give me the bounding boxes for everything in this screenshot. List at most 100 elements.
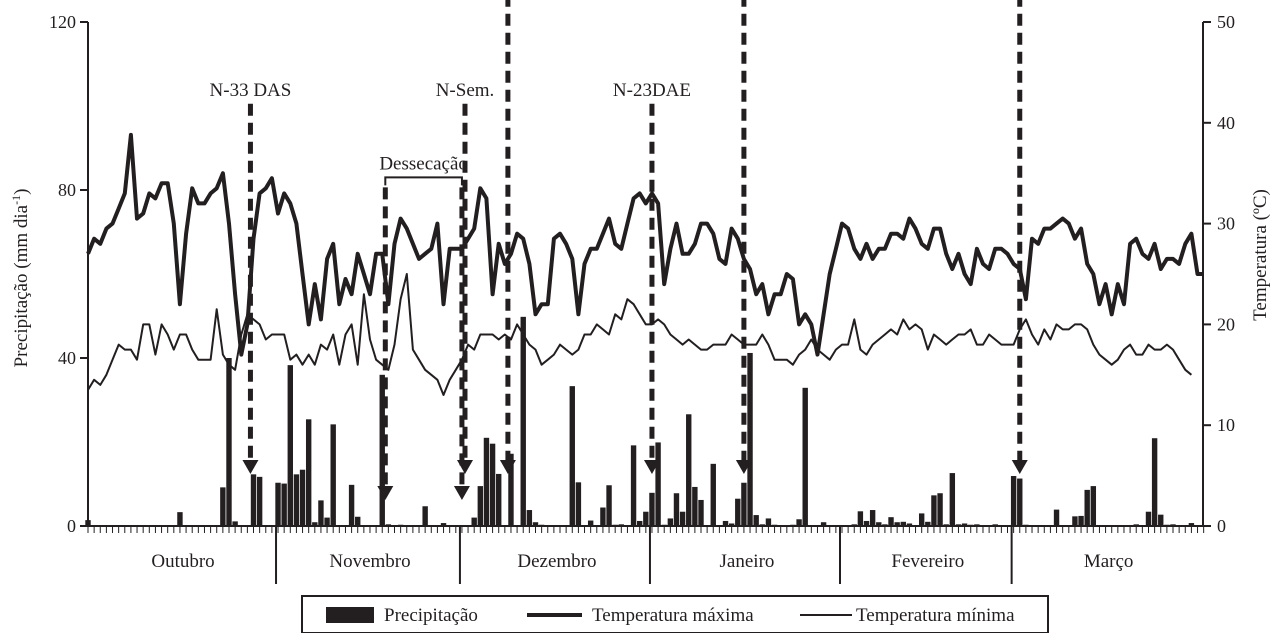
annotation-arrowhead [242, 460, 259, 474]
month-label: Janeiro [720, 551, 775, 572]
precipitation-bar [1170, 524, 1176, 526]
precipitation-bar [232, 521, 238, 526]
precipitation-bar [955, 524, 962, 526]
precipitation-bar [256, 476, 263, 526]
precipitation-bar [275, 482, 281, 526]
annotation-arrowhead [643, 460, 660, 474]
annotation-arrowhead [1011, 460, 1028, 474]
precipitation-bar [600, 507, 606, 526]
y2-tick-label: 30 [1217, 214, 1235, 234]
desiccation-end-arrowhead [453, 486, 470, 500]
precipitation-bar [937, 493, 943, 526]
precipitation-bar [618, 524, 625, 526]
precipitation-bar [655, 442, 661, 526]
y-tick-label: 120 [49, 12, 76, 32]
precipitation-bar [324, 517, 330, 526]
month-label: Março [1084, 551, 1134, 572]
precipitation-bar [305, 419, 312, 526]
legend-box [301, 595, 1049, 633]
precipitation-bar [526, 510, 533, 526]
temperature-lines [86, 132, 1204, 396]
desiccation-bracket [384, 176, 463, 186]
y2-tick-label: 0 [1217, 516, 1226, 536]
y-axis-title-main: Precipitação (mm dia [11, 204, 32, 367]
precipitation-bar [532, 522, 539, 526]
precipitation-bar [747, 352, 753, 526]
y2-axis-title: Temperatura (ºC) [1250, 189, 1271, 321]
precipitation-bar [226, 358, 232, 526]
precipitation-bar [894, 522, 900, 526]
precipitation-bar [1188, 523, 1195, 526]
precipitation-bar [496, 473, 502, 526]
precipitation-bar [722, 520, 729, 526]
precipitation-bar [1133, 524, 1139, 526]
legend-label-tmin: Temperatura mínima [856, 605, 1015, 626]
annotation-arrowhead [456, 460, 473, 474]
precipitation-bar [661, 524, 667, 526]
precipitation-bar [569, 386, 575, 526]
precipitation-bar [1017, 478, 1023, 526]
precipitation-bar [820, 522, 827, 526]
precipitation-bar [85, 520, 91, 526]
series-line-tmin [87, 273, 1193, 396]
precipitation-bar [538, 524, 545, 526]
precipitation-bar [1072, 516, 1078, 526]
precipitation-bar [1158, 514, 1164, 526]
precipitation-bar [630, 445, 637, 526]
precipitation-bar [520, 316, 526, 526]
y-tick-label: 40 [58, 348, 76, 368]
legend-swatch-precipitation [326, 607, 374, 623]
precipitation-bar [385, 524, 392, 526]
precipitation-bar [728, 523, 735, 526]
legend-label-precipitation: Precipitação [384, 605, 478, 626]
annotation-arrowhead [735, 460, 752, 474]
y2-tick-label: 20 [1217, 314, 1235, 334]
precipitation-bar [1078, 515, 1084, 526]
month-label: Fevereiro [891, 551, 964, 572]
desiccation-start-arrowhead [377, 486, 394, 500]
precipitation-bar [735, 498, 741, 526]
precipitation-bar [471, 517, 477, 526]
precipitation-bar [440, 523, 447, 526]
precipitation-bar [974, 524, 980, 526]
month-labels: Outubro Novembro Dezembro Janeiro Fevereiro M… [151, 526, 1133, 584]
precipitation-bar [741, 482, 747, 526]
y-tick-label: 0 [67, 516, 76, 536]
precipitation-bar [422, 506, 428, 526]
precipitation-bar [790, 524, 796, 526]
precipitation-bar [379, 374, 385, 526]
precipitation-bar [299, 469, 306, 526]
precipitation-bar [931, 495, 937, 526]
legend: Precipitação Temperatura máxima Temperat… [301, 595, 1049, 633]
y-tick-label: 80 [58, 180, 76, 200]
precipitation-bar [1151, 438, 1158, 526]
precipitation-bar [961, 523, 968, 526]
month-label: Novembro [329, 551, 410, 572]
precipitation-bar [1010, 476, 1017, 526]
precipitation-bar [863, 520, 870, 526]
precipitation-bar [710, 463, 716, 526]
precipitation-bar [918, 513, 925, 526]
precipitation-bar [698, 499, 704, 526]
precipitation-bar [318, 500, 324, 526]
precipitation-bar [851, 524, 857, 526]
precipitation-bar [771, 524, 778, 526]
y2-tick-label: 40 [1217, 113, 1235, 133]
precipitation-bar [587, 520, 594, 526]
precipitation-bar [508, 453, 514, 526]
annotation-arrowhead [499, 460, 516, 474]
precipitation-bar [876, 522, 882, 526]
precipitation-bar [287, 365, 293, 526]
precipitation-bar [1084, 489, 1090, 526]
precipitation-bar [177, 512, 183, 526]
precipitation-bars [85, 316, 1195, 526]
precipitation-bar [637, 520, 643, 526]
annotations: N-33 DASN-Sem.EmergênciaN-23DAEFlorescim… [210, 0, 1028, 500]
precipitation-bar [925, 521, 931, 526]
precipitation-bar [765, 518, 772, 526]
precipitation-bar [1090, 486, 1097, 526]
precipitation-bar [612, 524, 618, 526]
y-axis-title-sup: -1 [9, 195, 23, 205]
precipitation-bar [857, 511, 864, 526]
